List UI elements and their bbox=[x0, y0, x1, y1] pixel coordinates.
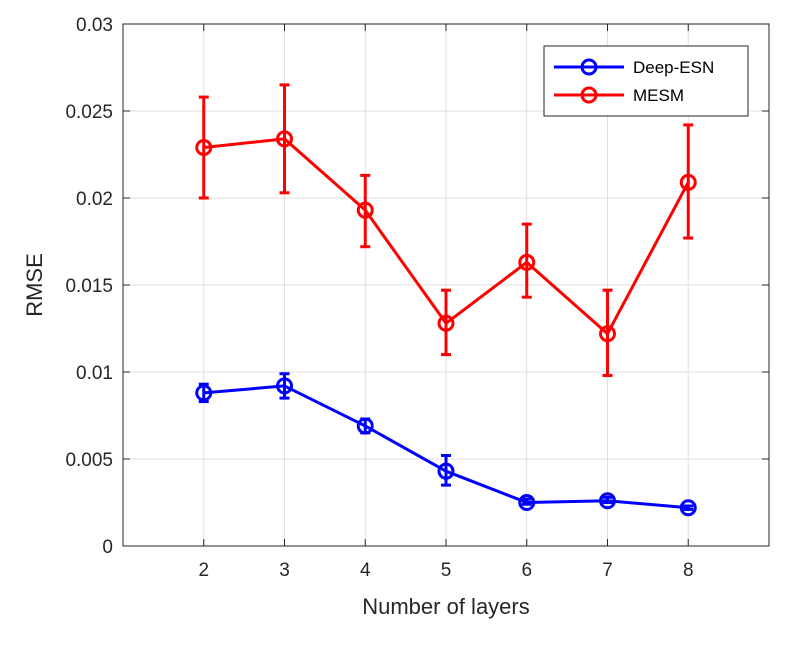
data-point-mesm bbox=[356, 201, 374, 219]
data-point-deep-esn bbox=[437, 462, 455, 480]
data-point-mesm bbox=[437, 314, 455, 332]
legend-label-deep-esn: Deep-ESN bbox=[633, 58, 714, 77]
data-point-mesm bbox=[599, 325, 616, 343]
data-point-deep-esn bbox=[276, 377, 293, 395]
x-tick-label: 6 bbox=[521, 560, 532, 581]
data-point-mesm bbox=[679, 173, 697, 191]
series-layer bbox=[195, 83, 697, 517]
legend: Deep-ESN MESM bbox=[543, 45, 749, 117]
legend-marker-deep-esn bbox=[580, 58, 598, 76]
y-axis-title: RMSE bbox=[22, 253, 47, 317]
y-tick-label: 0.005 bbox=[65, 450, 113, 471]
x-tick-label: 5 bbox=[441, 560, 452, 581]
data-point-deep-esn bbox=[679, 499, 697, 517]
series-deep-esn bbox=[195, 372, 697, 517]
data-point-mesm bbox=[195, 139, 213, 157]
y-tick-label: 0.02 bbox=[76, 189, 113, 210]
data-point-deep-esn bbox=[195, 384, 213, 402]
data-point-deep-esn bbox=[599, 492, 616, 510]
series-mesm bbox=[195, 83, 697, 377]
x-tick-label: 4 bbox=[360, 560, 371, 581]
y-tick-label: 0.03 bbox=[76, 15, 113, 36]
data-point-mesm bbox=[276, 130, 293, 148]
x-tick-label: 8 bbox=[683, 560, 694, 581]
y-tick-label: 0.01 bbox=[76, 363, 113, 384]
x-tick-label: 2 bbox=[198, 560, 209, 581]
axes: 2 3 4 5 6 7 8 0 0.005 0.01 0.015 0.02 0.025 0.03 bbox=[65, 15, 770, 581]
data-point-mesm bbox=[518, 253, 536, 271]
y-tick-label: 0 bbox=[102, 537, 113, 558]
data-point-deep-esn bbox=[518, 494, 536, 511]
legend-box bbox=[543, 45, 749, 117]
x-tick-label: 3 bbox=[279, 560, 290, 581]
y-tick-label: 0.025 bbox=[65, 102, 113, 123]
legend-label-mesm: MESM bbox=[633, 86, 684, 105]
data-point-deep-esn bbox=[356, 417, 374, 435]
x-axis-title: Number of layers bbox=[362, 594, 530, 619]
y-tick-label: 0.015 bbox=[65, 276, 113, 297]
legend-marker-mesm bbox=[580, 86, 598, 104]
x-tick-label: 7 bbox=[602, 560, 613, 581]
